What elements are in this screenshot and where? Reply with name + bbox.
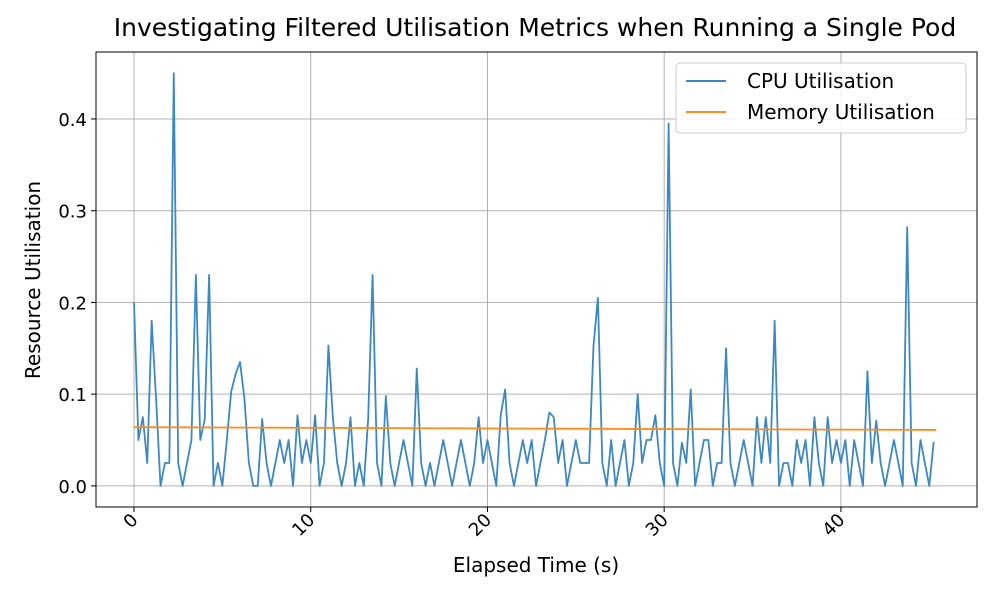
legend-label: CPU Utilisation — [747, 69, 894, 93]
x-tick-label: 0 — [120, 510, 143, 533]
x-tick-label: 30 — [642, 510, 673, 541]
x-axis-label: Elapsed Time (s) — [453, 553, 619, 577]
legend-label: Memory Utilisation — [747, 100, 935, 124]
y-axis-label: Resource Utilisation — [21, 181, 45, 379]
data-line — [133, 426, 937, 431]
legend-box — [675, 62, 967, 134]
y-tick-label: 0.3 — [58, 202, 87, 223]
y-tick-label: 0.4 — [58, 110, 87, 131]
x-tick-label: 10 — [288, 510, 319, 541]
data-line — [133, 72, 935, 487]
x-tick-label: 20 — [465, 510, 496, 541]
y-tick-label: 0.0 — [58, 477, 87, 498]
x-tick-label: 40 — [818, 510, 849, 541]
y-tick-label: 0.1 — [58, 385, 87, 406]
plot-frame — [95, 51, 978, 508]
y-tick-label: 0.2 — [58, 293, 87, 314]
legend: CPU Utilisation Memory Utilisation — [675, 62, 967, 134]
chart-title: Investigating Filtered Utilisation Metri… — [114, 13, 956, 42]
